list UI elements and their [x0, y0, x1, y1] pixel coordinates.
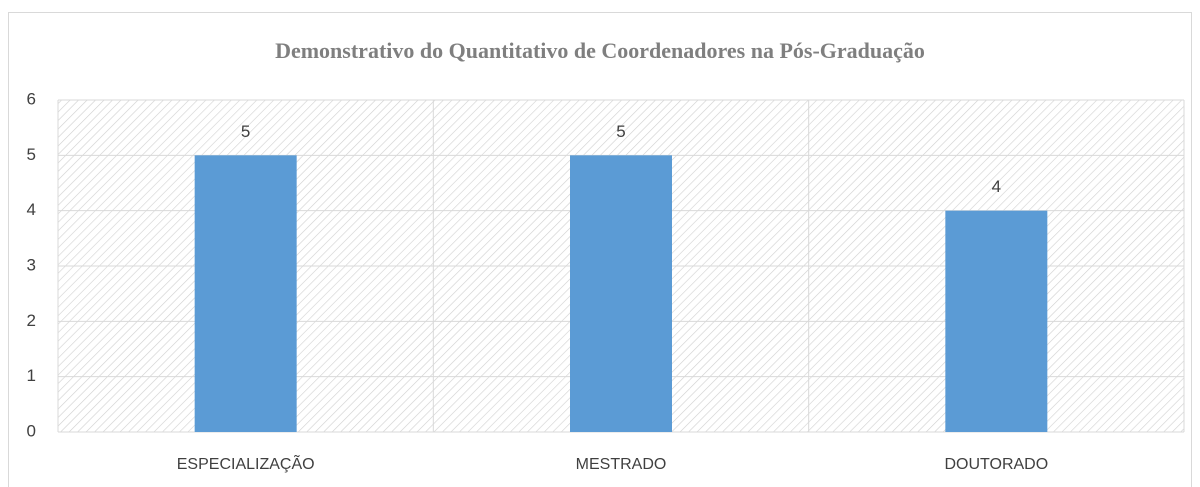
y-tick-label: 4	[27, 200, 36, 219]
x-tick-label: ESPECIALIZAÇÃO	[177, 453, 315, 473]
y-tick-label: 0	[27, 421, 36, 440]
bar	[194, 155, 297, 433]
chart-title: Demonstrativo do Quantitativo de Coorden…	[275, 38, 925, 63]
x-tick-label: DOUTORADO	[944, 456, 1048, 473]
x-tick-label: MESTRADO	[576, 456, 667, 473]
y-tick-label: 6	[27, 89, 36, 108]
y-tick-label: 2	[27, 311, 36, 330]
y-tick-label: 3	[27, 255, 36, 274]
bar	[945, 210, 1048, 432]
data-label: 5	[241, 122, 250, 141]
data-label: 4	[992, 177, 1001, 196]
bar	[570, 155, 672, 433]
y-tick-label: 1	[27, 366, 36, 385]
data-label: 5	[616, 122, 625, 141]
y-tick-label: 5	[27, 145, 36, 164]
